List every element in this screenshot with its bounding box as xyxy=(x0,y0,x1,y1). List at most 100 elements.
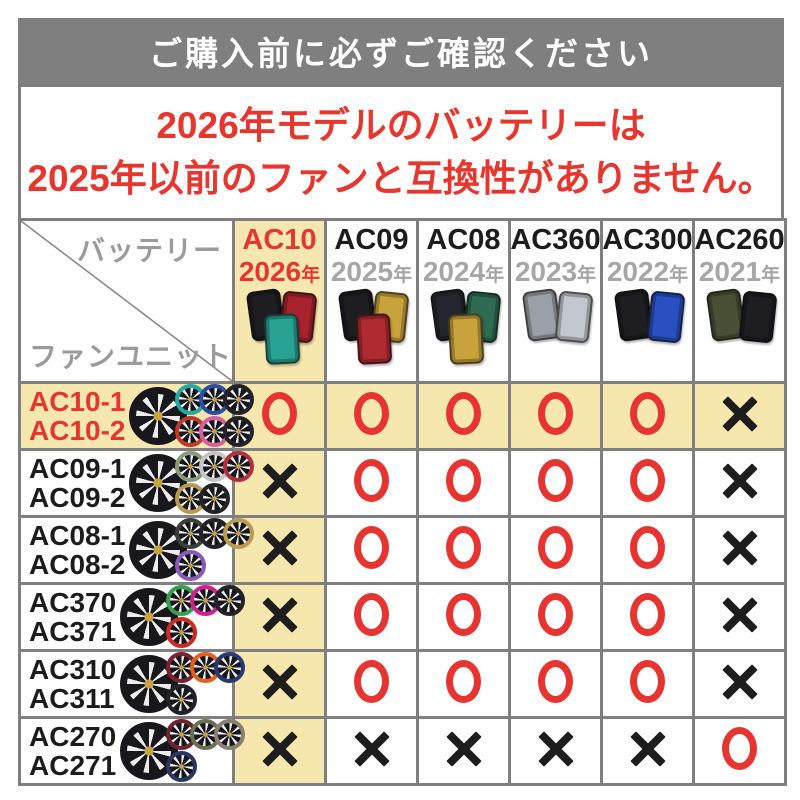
top-banner: ご購入前に必ずご確認ください xyxy=(18,18,784,84)
compatible-circle-icon xyxy=(630,526,665,569)
diagonal-divider xyxy=(21,221,232,381)
battery-icon xyxy=(554,290,594,344)
fan-icon xyxy=(129,454,188,512)
battery-icon xyxy=(447,312,485,365)
compat-cell xyxy=(508,716,603,786)
battery-year-label: 2022年 xyxy=(606,255,689,287)
compat-cell xyxy=(508,381,603,451)
table-row-ac270: AC270 AC271 xyxy=(18,716,787,786)
compat-cell xyxy=(416,649,511,719)
incompatible-x-icon xyxy=(720,394,760,434)
row-header-content: AC310 AC311 xyxy=(21,652,246,716)
corner-cell: バッテリーファンユニット xyxy=(18,218,235,384)
fan-unit-axis-label: ファンユニット xyxy=(29,341,233,372)
table-row-ac310: AC310 AC311 xyxy=(18,649,787,719)
incompatible-x-icon xyxy=(444,729,484,769)
compatible-circle-icon xyxy=(446,526,481,569)
compatible-circle-icon xyxy=(354,459,389,502)
compat-cell xyxy=(508,448,603,518)
battery-year-label: 2023年 xyxy=(514,255,597,287)
corner-cell-content: バッテリーファンユニット xyxy=(21,221,232,381)
incompatible-x-icon xyxy=(720,528,760,568)
row-header-ac270: AC270 AC271 xyxy=(18,716,246,786)
battery-image xyxy=(603,287,692,381)
row-header-ac09-1: AC09-1 AC09-2 xyxy=(18,448,255,518)
compatible-circle-icon xyxy=(354,593,389,636)
year-suffix: 年 xyxy=(485,264,505,286)
column-header-content: AC10 2026年 xyxy=(235,221,324,381)
table-row-ac08-1: AC08-1 AC08-2 xyxy=(18,515,787,585)
incompatible-x-icon xyxy=(720,461,760,501)
table-row-ac10-1: AC10-1 AC10-2 xyxy=(18,381,787,451)
fan-unit-image xyxy=(129,451,255,515)
battery-image xyxy=(511,287,600,381)
compat-cell xyxy=(692,649,787,719)
fan-icon xyxy=(120,588,179,646)
table-header-row: バッテリー ファンユニット AC10 2026年 AC09 2025年 AC08 2024年 A… xyxy=(18,218,787,384)
year-suffix: 年 xyxy=(301,264,321,286)
incompatible-x-icon xyxy=(536,729,576,769)
fan-icon xyxy=(214,719,246,750)
compat-cell xyxy=(324,582,419,652)
compat-cell xyxy=(600,515,695,585)
battery-icon xyxy=(738,290,778,344)
fan-icon xyxy=(120,722,179,780)
year-suffix: 年 xyxy=(761,264,781,286)
fan-unit-image xyxy=(120,585,246,649)
compatible-circle-icon xyxy=(446,660,481,703)
fan-icon xyxy=(223,451,255,482)
compat-cell xyxy=(232,582,327,652)
compatible-circle-icon xyxy=(538,459,573,502)
fan-icon xyxy=(223,518,255,549)
column-header-content: AC260 2021年 xyxy=(694,221,785,381)
column-header-ac10: AC10 2026年 xyxy=(232,218,327,384)
compatible-circle-icon xyxy=(538,660,573,703)
incompatible-x-icon xyxy=(260,595,300,635)
compatible-circle-icon xyxy=(354,660,389,703)
table-row-ac370: AC370 AC371 xyxy=(18,582,787,652)
compat-cell xyxy=(232,649,327,719)
compat-cell xyxy=(232,448,327,518)
battery-model-label: AC08 xyxy=(426,224,501,256)
fan-unit-image xyxy=(120,719,246,783)
compat-cell xyxy=(600,582,695,652)
compat-cell xyxy=(692,582,787,652)
fan-icon xyxy=(223,384,255,415)
incompatible-x-icon xyxy=(720,595,760,635)
fan-icon xyxy=(129,387,188,445)
battery-model-label: AC360 xyxy=(510,224,601,256)
incompatible-x-icon xyxy=(628,729,668,769)
compatible-circle-icon xyxy=(630,392,665,435)
column-header-content: AC08 2024年 xyxy=(419,221,508,381)
compat-cell xyxy=(692,515,787,585)
fan-model-label: AC08-1 AC08-2 xyxy=(29,519,126,580)
battery-year-label: 2024年 xyxy=(422,255,505,287)
incompatible-x-icon xyxy=(260,729,300,769)
compatible-circle-icon xyxy=(354,526,389,569)
column-header-ac360: AC360 2023年 xyxy=(508,218,603,384)
compatible-circle-icon xyxy=(630,459,665,502)
compat-cell xyxy=(416,515,511,585)
battery-year-label: 2026年 xyxy=(238,255,321,287)
battery-model-label: AC10 xyxy=(242,224,317,256)
fan-unit-image xyxy=(129,384,255,448)
column-header-content: AC300 2022年 xyxy=(602,221,693,381)
year-suffix: 年 xyxy=(669,264,689,286)
compat-cell xyxy=(692,381,787,451)
incompatible-x-icon xyxy=(260,662,300,702)
battery-axis-label: バッテリー xyxy=(76,235,222,266)
row-header-content: AC08-1 AC08-2 xyxy=(21,518,255,582)
fan-model-label: AC310 AC311 xyxy=(29,653,117,714)
incompatible-x-icon xyxy=(260,528,300,568)
fan-icon xyxy=(223,416,255,447)
compat-cell xyxy=(324,716,419,786)
compat-cell xyxy=(508,515,603,585)
battery-model-label: AC260 xyxy=(694,224,785,256)
column-header-ac08: AC08 2024年 xyxy=(416,218,511,384)
compat-cell xyxy=(324,515,419,585)
compatible-circle-icon xyxy=(262,392,297,435)
battery-icon xyxy=(263,312,301,365)
compat-cell xyxy=(600,448,695,518)
fan-model-label: AC10-1 AC10-2 xyxy=(29,385,126,446)
